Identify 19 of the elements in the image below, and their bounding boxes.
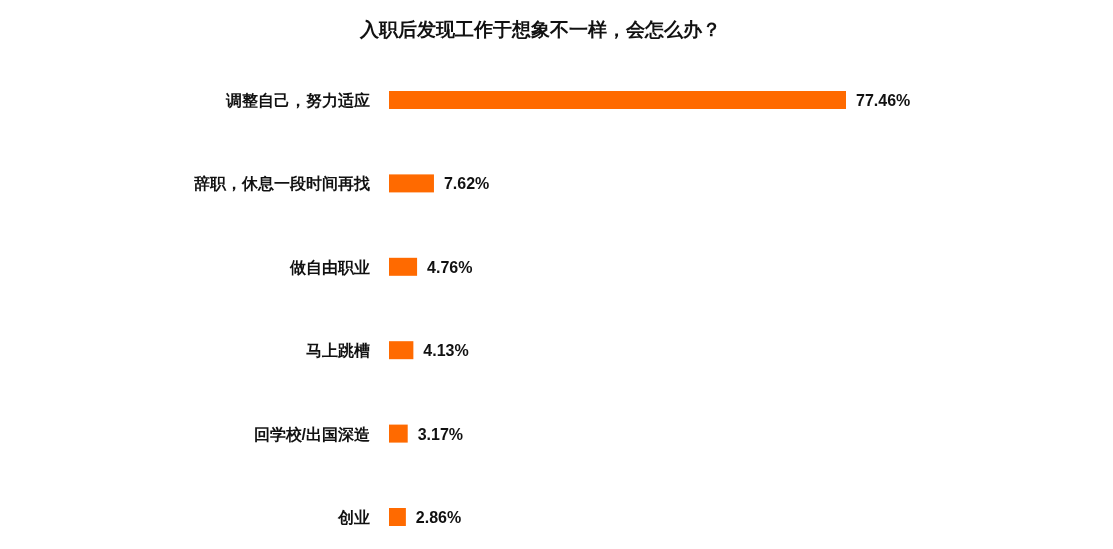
data-label: 2.86% — [415, 509, 462, 526]
bar — [389, 257, 418, 276]
chart-title: 入职后发现工作于想象不一样，会怎么办？ — [358, 19, 721, 40]
y-tick-label: 做自由职业 — [289, 258, 370, 276]
data-label: 77.46% — [856, 92, 911, 109]
data-label: 4.76% — [427, 258, 473, 276]
data-label: 7.62% — [443, 175, 490, 193]
data-label: 4.13% — [423, 342, 469, 360]
bar — [389, 508, 406, 526]
y-tick-label: 调整自己，努力适应 — [225, 91, 370, 109]
y-tick-label: 马上跳槽 — [306, 342, 370, 360]
y-tick-label: 辞职，休息一段时间再找 — [193, 175, 370, 193]
data-label: 3.17% — [417, 425, 464, 443]
y-tick-label: 回学校/出国深造 — [253, 425, 371, 443]
bar — [389, 341, 414, 360]
bar — [389, 424, 408, 443]
y-tick-label: 创业 — [337, 509, 370, 526]
bar — [389, 174, 434, 193]
bar — [389, 91, 846, 109]
